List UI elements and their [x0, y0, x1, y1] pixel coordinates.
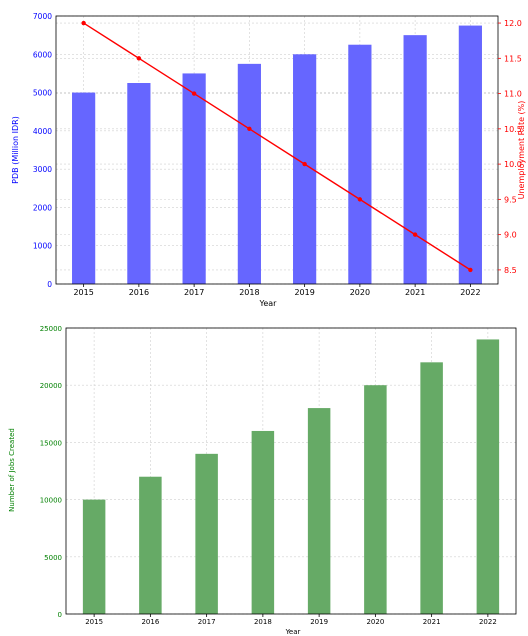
- chart1-y-tick-labels: 0 1000 2000 3000 4000 5000 6000 7000: [33, 12, 52, 289]
- chart2-x-tick-label: 2018: [254, 618, 272, 626]
- chart2-y-tick-label: 5000: [44, 554, 62, 562]
- chart1-line-point: [412, 232, 418, 237]
- chart2-y-tick-label: 25000: [40, 325, 62, 333]
- chart1-y-tick-label: 0: [47, 280, 52, 289]
- chart1-bar: [182, 73, 206, 284]
- chart1-bars: [72, 25, 482, 285]
- chart2-bar: [420, 362, 443, 614]
- chart2-bar: [307, 408, 331, 614]
- chart1-frame: [55, 15, 499, 285]
- chart1-bar: [458, 25, 482, 284]
- chart2-y-tick-labels: 0 5000 10000 15000 20000 25000: [40, 325, 62, 619]
- chart1-line-point: [81, 20, 86, 26]
- chart1-bar: [237, 63, 261, 284]
- chart1-line-point: [247, 126, 252, 132]
- chart2-y-axis-label: Number of Jobs Created: [8, 428, 16, 512]
- chart1-y2-tick-labels: 8.5 9.0 9.5 10.0 10.5 11.0 11.5 12.0: [498, 19, 522, 275]
- chart2-y-tick-label: 15000: [40, 439, 62, 447]
- chart1-line: [83, 22, 471, 271]
- chart1-y-tick-label: 1000: [33, 242, 52, 251]
- chart2-bar: [476, 339, 500, 614]
- chart1-x-tick-label: 2018: [239, 288, 259, 297]
- chart1-line-series: [81, 20, 473, 273]
- chart1-y2-tick-label: 12.0: [504, 19, 522, 28]
- chart2-y-tick-label: 10000: [40, 497, 62, 505]
- chart1-bar: [403, 35, 427, 285]
- chart2-bars: [82, 339, 500, 614]
- chart2-x-tick-label: 2019: [310, 618, 328, 626]
- chart1-bar: [293, 54, 317, 285]
- chart1-bar: [348, 44, 372, 284]
- chart2-bar: [139, 476, 162, 614]
- chart2-bar: [195, 453, 218, 614]
- chart1-axes: [55, 15, 499, 285]
- chart2-x-tick-label: 2017: [198, 618, 216, 626]
- chart1-x-tick-label: 2016: [129, 288, 149, 297]
- chart2-x-tick-label: 2021: [423, 618, 441, 626]
- chart1-x-tick-label: 2019: [294, 288, 314, 297]
- chart2-bar: [82, 499, 106, 614]
- chart2-bar: [251, 430, 275, 614]
- chart2-x-tick-label: 2020: [366, 618, 384, 626]
- chart1-y2-axis-label: Unemployment Rate (%): [517, 101, 526, 200]
- chart1-grid: [56, 15, 498, 285]
- chart1-x-tick-label: 2015: [73, 288, 93, 297]
- chart1-y2-tick-label: 11.5: [504, 54, 522, 63]
- chart1-line-point: [191, 91, 197, 96]
- chart1-y-tick-label: 6000: [33, 50, 52, 59]
- chart1-y-tick-label: 4000: [33, 127, 52, 136]
- chart2-x-tick-labels: 2015 2016 2017 2018 2019 2020 2021 2022: [85, 614, 497, 626]
- chart2-frame: [65, 327, 517, 615]
- chart2-y-tick-label: 0: [58, 611, 62, 619]
- chart1-y2-tick-label: 10.0: [504, 160, 522, 169]
- chart1-y-axis-label: PDB (Million IDR): [11, 116, 20, 184]
- chart2-y-tick-label: 20000: [40, 382, 62, 390]
- chart1-x-tick-label: 2021: [405, 288, 425, 297]
- chart1-x-tick-label: 2022: [460, 288, 480, 297]
- chart2-x-tick-label: 2022: [479, 618, 497, 626]
- chart1-y-tick-label: 5000: [33, 89, 52, 98]
- chart1-x-axis-label: Year: [259, 299, 278, 308]
- chart1-x-tick-label: 2020: [350, 288, 370, 297]
- chart-pdb-unemployment: 0 1000 2000 3000 4000 5000 6000 7000 8.5 9.0 9.5 1…: [11, 12, 526, 308]
- chart1-x-tick-label: 2017: [184, 288, 204, 297]
- chart1-y-tick-label: 2000: [33, 203, 52, 212]
- chart1-line-point: [468, 267, 473, 273]
- chart2-x-tick-label: 2015: [85, 618, 103, 626]
- chart1-line-point: [302, 161, 307, 167]
- chart1-y2-tick-label: 9.5: [504, 195, 517, 204]
- chart2-axes: [65, 327, 517, 615]
- chart1-y2-tick-label: 11.0: [504, 90, 522, 99]
- chart2-x-tick-label: 2016: [141, 618, 159, 626]
- chart1-line-point: [136, 56, 142, 61]
- chart1-line-point: [357, 197, 363, 202]
- chart1-bar: [127, 83, 151, 284]
- chart2-x-axis-label: Year: [285, 628, 301, 636]
- chart1-y-tick-label: 7000: [33, 12, 52, 21]
- chart1-y2-tick-label: 8.5: [504, 266, 517, 275]
- chart2-bar: [364, 385, 387, 614]
- chart1-x-tick-labels: 2015 2016 2017 2018 2019 2020 2021 2022: [73, 284, 481, 297]
- chart1-y-tick-label: 3000: [33, 165, 52, 174]
- chart1-y2-tick-label: 9.0: [504, 231, 517, 240]
- chart1-y2-tick-label: 10.5: [504, 125, 522, 134]
- chart1-bar: [72, 92, 96, 284]
- chart2-grid: [66, 327, 516, 615]
